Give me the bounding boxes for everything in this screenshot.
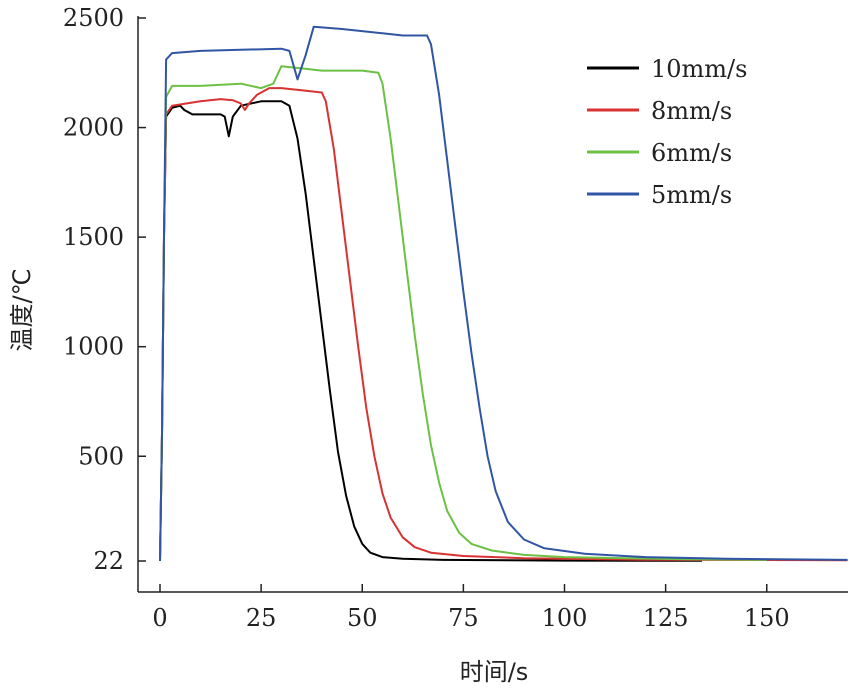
legend-label: 8mm/s bbox=[651, 97, 732, 125]
axes: 22 500 1000 1500 2000 2500 0 25 50 75 100 125 150 bbox=[63, 4, 848, 632]
x-axis-label: 时间/s bbox=[460, 658, 529, 686]
legend-label: 10mm/s bbox=[651, 55, 747, 83]
x-tick-label: 75 bbox=[448, 604, 479, 632]
y-tick-label: 22 bbox=[93, 547, 124, 575]
x-tick-label: 125 bbox=[643, 604, 689, 632]
x-tick-label: 50 bbox=[347, 604, 378, 632]
x-tick-label: 0 bbox=[152, 604, 167, 632]
x-tick-label: 100 bbox=[542, 604, 588, 632]
y-tick-label: 500 bbox=[78, 442, 124, 470]
y-axis-label: 温度/℃ bbox=[8, 268, 36, 351]
y-tick-label: 1500 bbox=[63, 223, 124, 251]
legend-label: 6mm/s bbox=[651, 139, 732, 167]
series-line-10mm-s bbox=[159, 100, 703, 562]
series-line-5mm-s bbox=[159, 25, 848, 562]
series-line-6mm-s bbox=[159, 65, 767, 562]
x-tick-label: 150 bbox=[744, 604, 790, 632]
x-tick-label: 25 bbox=[246, 604, 277, 632]
series-line-8mm-s bbox=[159, 87, 848, 562]
series-lines bbox=[159, 25, 848, 562]
y-tick-label: 2500 bbox=[63, 4, 124, 32]
legend-label: 5mm/s bbox=[651, 181, 732, 209]
y-ticks: 22 500 1000 1500 2000 2500 bbox=[63, 4, 146, 575]
y-tick-label: 1000 bbox=[63, 333, 124, 361]
x-ticks: 0 25 50 75 100 125 150 bbox=[152, 584, 790, 632]
legend: 10mm/s 8mm/s 6mm/s 5mm/s bbox=[587, 55, 747, 209]
y-tick-label: 2000 bbox=[63, 114, 124, 142]
